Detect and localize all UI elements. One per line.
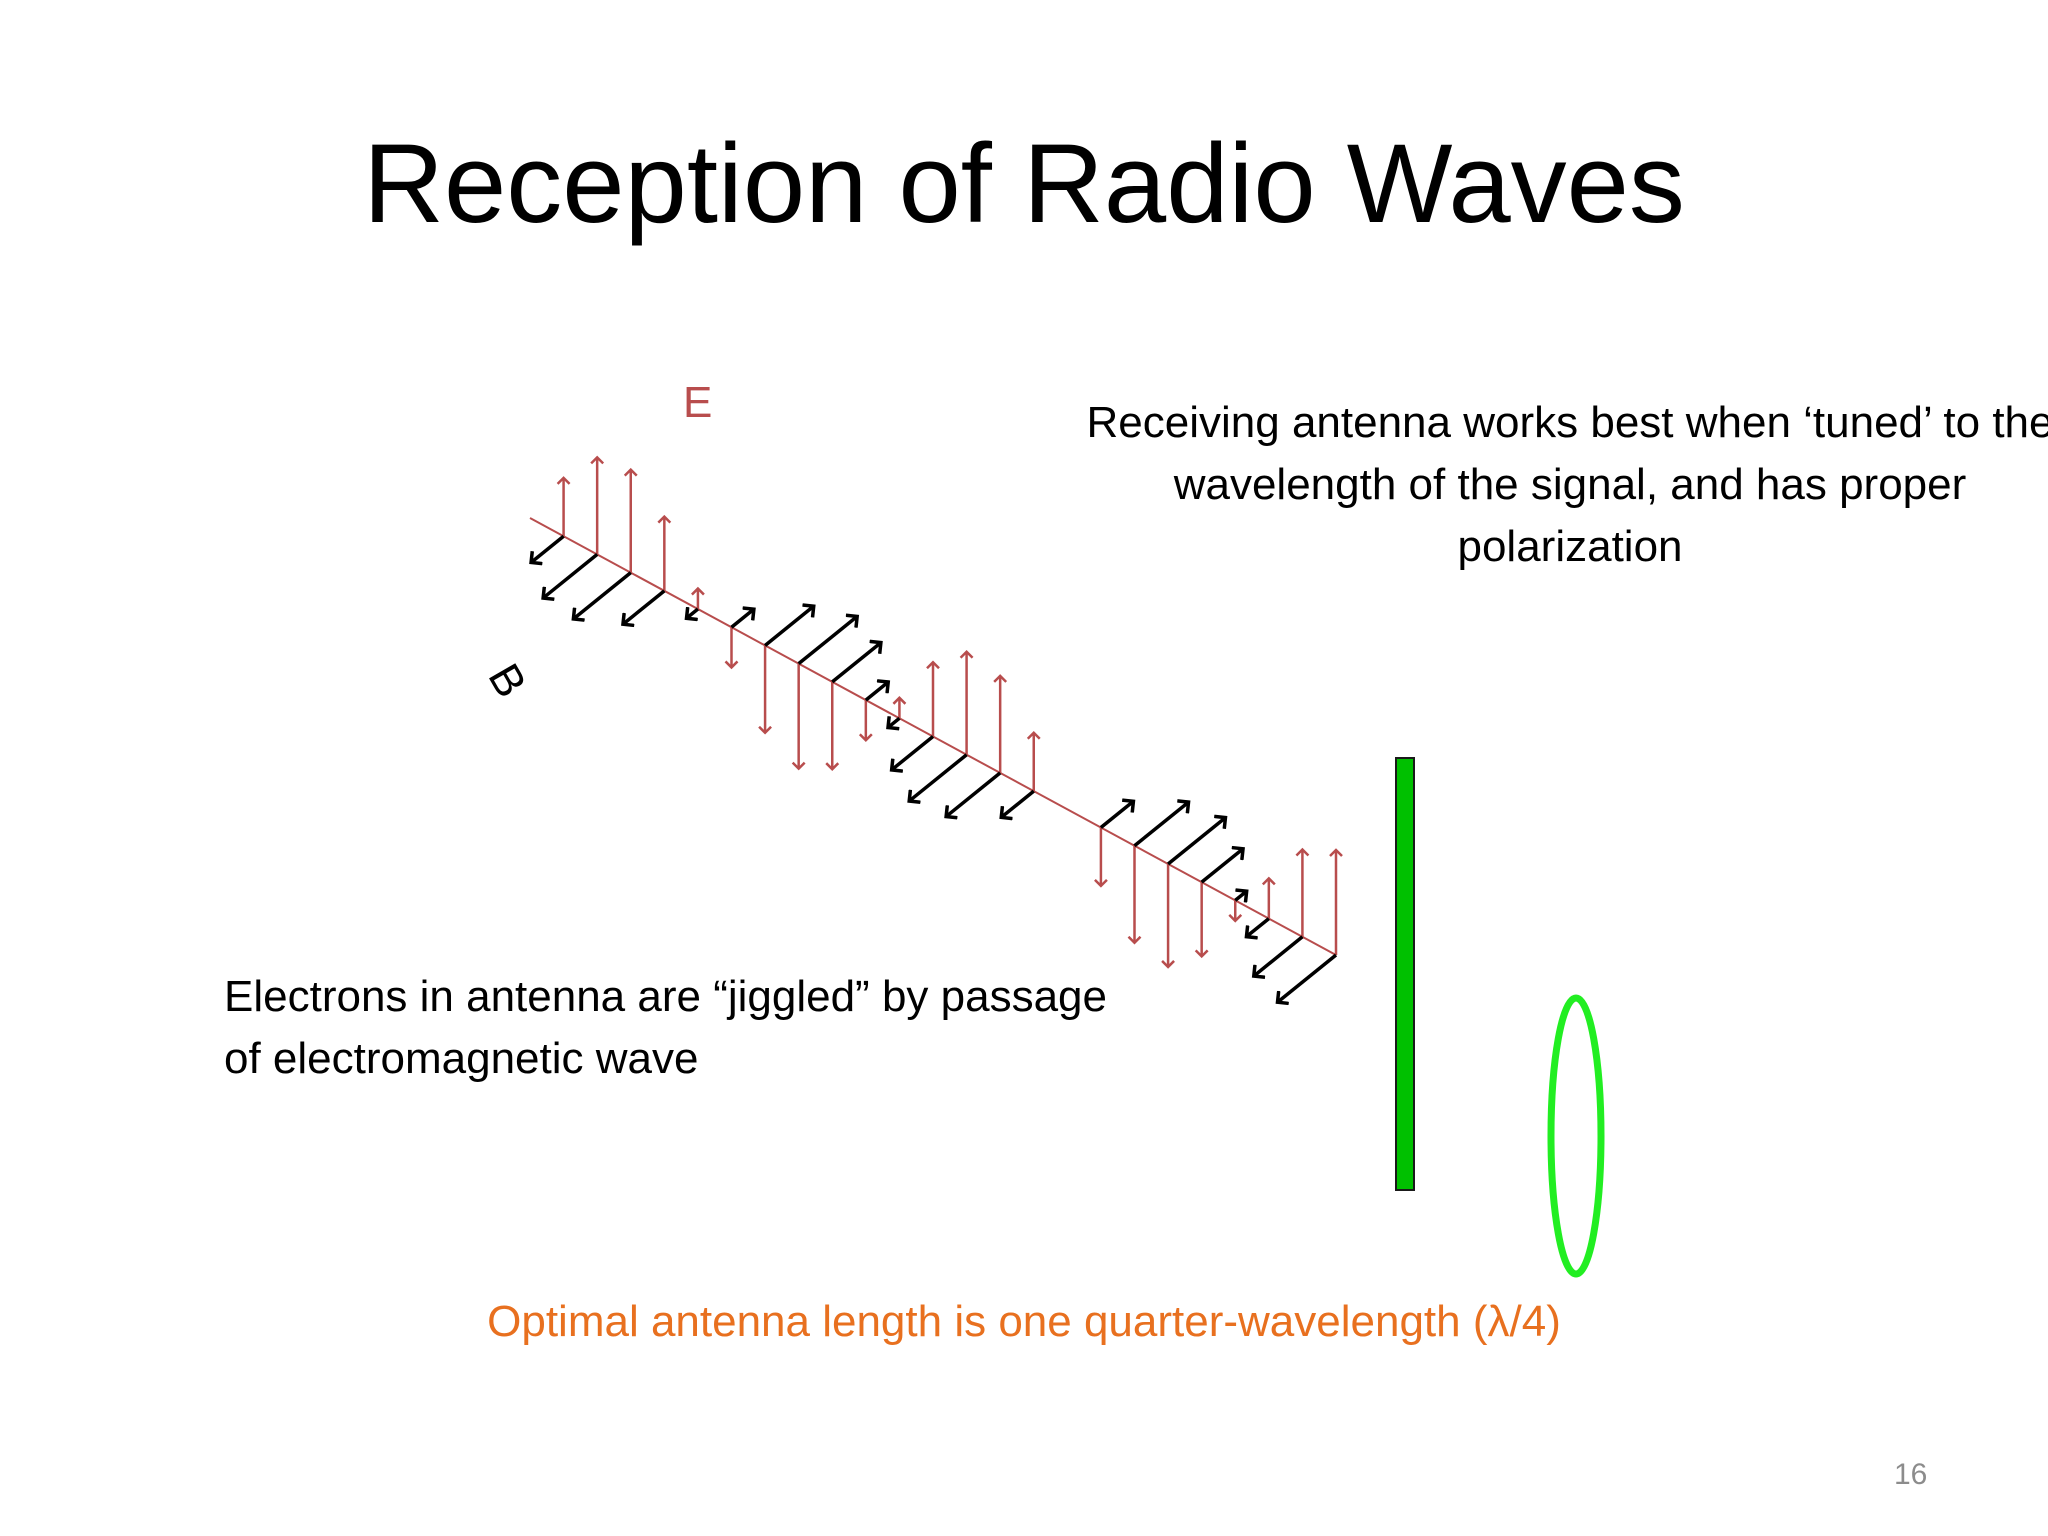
e-field-vectors xyxy=(556,455,1343,969)
b-field-arrow xyxy=(892,735,935,770)
b-field-arrow xyxy=(1001,789,1035,817)
b-field-arrow xyxy=(730,609,754,629)
b-field-arrow xyxy=(946,771,1002,817)
b-field-arrow xyxy=(1254,935,1304,976)
b-field-arrow xyxy=(573,571,632,619)
b-field-arrow xyxy=(543,553,599,598)
b-field-arrow xyxy=(888,718,901,727)
b-field-arrow xyxy=(831,643,881,684)
b-field-arrow xyxy=(864,682,888,702)
b-field-arrow xyxy=(797,616,858,666)
b-field-arrow xyxy=(1133,802,1189,848)
quarter-wavelength-note: Optimal antenna length is one quarter-wa… xyxy=(487,1297,1561,1346)
b-field-arrow xyxy=(1200,849,1243,884)
b-field-arrow xyxy=(1099,801,1134,829)
b-field-arrow xyxy=(909,753,968,801)
b-field-arrow xyxy=(1234,891,1246,900)
b-field-arrow xyxy=(531,534,565,562)
loop-antenna xyxy=(1547,994,1605,1278)
b-field-arrow xyxy=(623,589,666,624)
b-field-vectors xyxy=(531,534,1338,1002)
b-field-arrow xyxy=(1166,818,1225,866)
electrons-caption: Electrons in antenna are “jiggled” by pa… xyxy=(224,972,1107,1083)
b-field-arrow xyxy=(687,609,700,618)
b-field-arrow xyxy=(1246,917,1270,937)
b-field-arrow xyxy=(763,606,814,647)
slide-title: Reception of Radio Waves xyxy=(363,121,1685,246)
antenna-tuning-caption: Receiving antenna works best when ‘tuned… xyxy=(1086,398,2048,571)
b-field-arrow xyxy=(1278,953,1338,1002)
dipole-antenna xyxy=(1395,757,1415,1191)
page-number: 16 xyxy=(1894,1458,1928,1491)
e-field-label: E xyxy=(683,378,713,427)
